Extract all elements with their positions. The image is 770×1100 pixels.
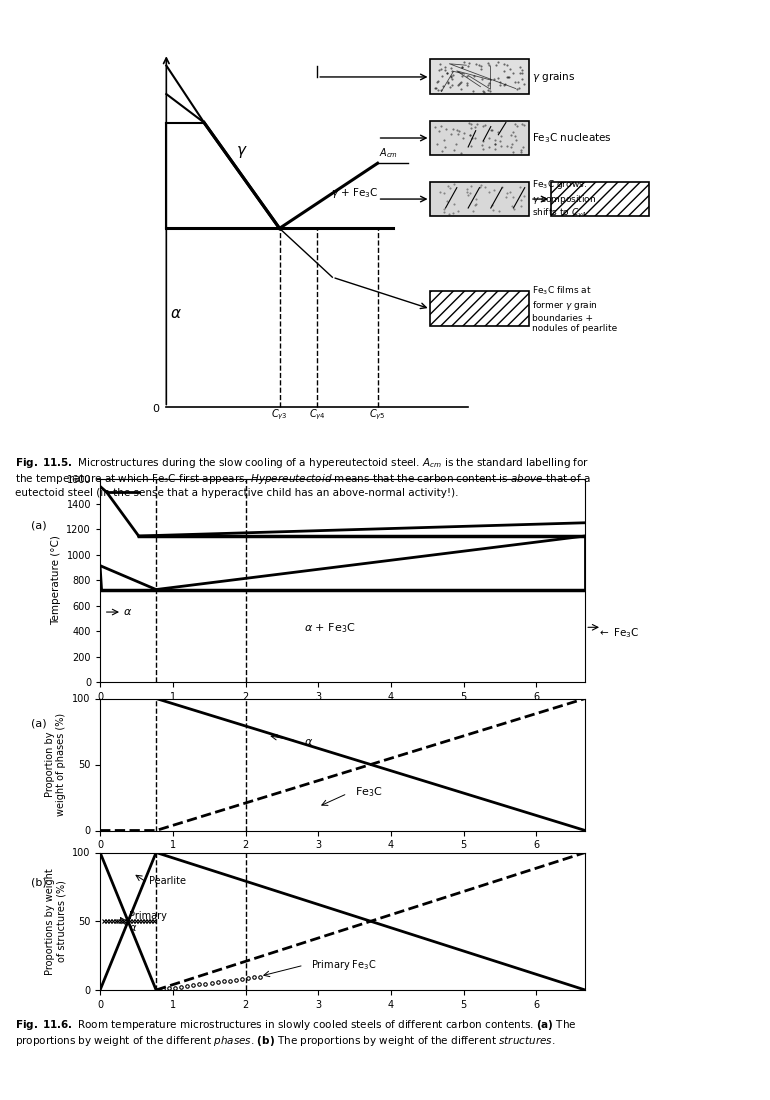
Text: Fe$_3$C grows.
$\gamma$ composition
shifts to $C_{\gamma4}$: Fe$_3$C grows. $\gamma$ composition shif… — [532, 178, 597, 220]
Text: $C_{\gamma4}$: $C_{\gamma4}$ — [309, 408, 326, 422]
Text: Primary Fe$_3$C: Primary Fe$_3$C — [311, 958, 377, 972]
FancyBboxPatch shape — [430, 292, 528, 326]
Text: (a): (a) — [31, 718, 46, 728]
Text: $\bf{Fig.\ 11.5.}$ Microstructures during the slow cooling of a hypereutectoid s: $\bf{Fig.\ 11.5.}$ Microstructures durin… — [15, 456, 591, 498]
Text: Primary
$\alpha$: Primary $\alpha$ — [129, 911, 167, 933]
Text: $\gamma$ + Fe$_3$C: $\gamma$ + Fe$_3$C — [331, 186, 379, 200]
Text: $\alpha$: $\alpha$ — [170, 306, 182, 321]
Text: $\gamma$: $\gamma$ — [236, 144, 248, 161]
Text: $\alpha$: $\alpha$ — [303, 737, 313, 747]
Text: 0: 0 — [152, 405, 159, 415]
Text: $\bf{Fig.\ 11.6.}$ Room temperature microstructures in slowly cooled steels of d: $\bf{Fig.\ 11.6.}$ Room temperature micr… — [15, 1018, 577, 1047]
FancyBboxPatch shape — [430, 59, 528, 94]
Text: Fe$_3$C: Fe$_3$C — [355, 785, 383, 799]
Y-axis label: Proportion by
weight of phases (%): Proportion by weight of phases (%) — [45, 713, 66, 816]
FancyBboxPatch shape — [430, 121, 528, 155]
Text: $\alpha$: $\alpha$ — [123, 606, 132, 617]
Text: $\leftarrow$ Fe$_3$C: $\leftarrow$ Fe$_3$C — [597, 627, 639, 640]
FancyBboxPatch shape — [430, 182, 528, 216]
Y-axis label: Proportions by weight
of structures (%): Proportions by weight of structures (%) — [45, 868, 66, 975]
Y-axis label: Temperature (°C): Temperature (°C) — [51, 536, 61, 625]
Text: (b): (b) — [31, 878, 46, 888]
Text: $\alpha$ + Fe$_3$C: $\alpha$ + Fe$_3$C — [303, 621, 355, 635]
Text: $C_{\gamma3}$: $C_{\gamma3}$ — [271, 408, 288, 422]
Text: $C_{\gamma5}$: $C_{\gamma5}$ — [370, 408, 386, 422]
Text: $A_{cm}$: $A_{cm}$ — [379, 146, 398, 161]
FancyBboxPatch shape — [551, 182, 649, 216]
Text: Fe$_3$C films at
former $\gamma$ grain
boundaries +
nodules of pearlite: Fe$_3$C films at former $\gamma$ grain b… — [532, 285, 618, 333]
Text: Pearlite: Pearlite — [149, 876, 186, 887]
Text: (a): (a) — [31, 520, 46, 530]
Text: Fe$_3$C nucleates: Fe$_3$C nucleates — [532, 131, 612, 145]
Text: $\gamma$ grains: $\gamma$ grains — [532, 70, 575, 84]
